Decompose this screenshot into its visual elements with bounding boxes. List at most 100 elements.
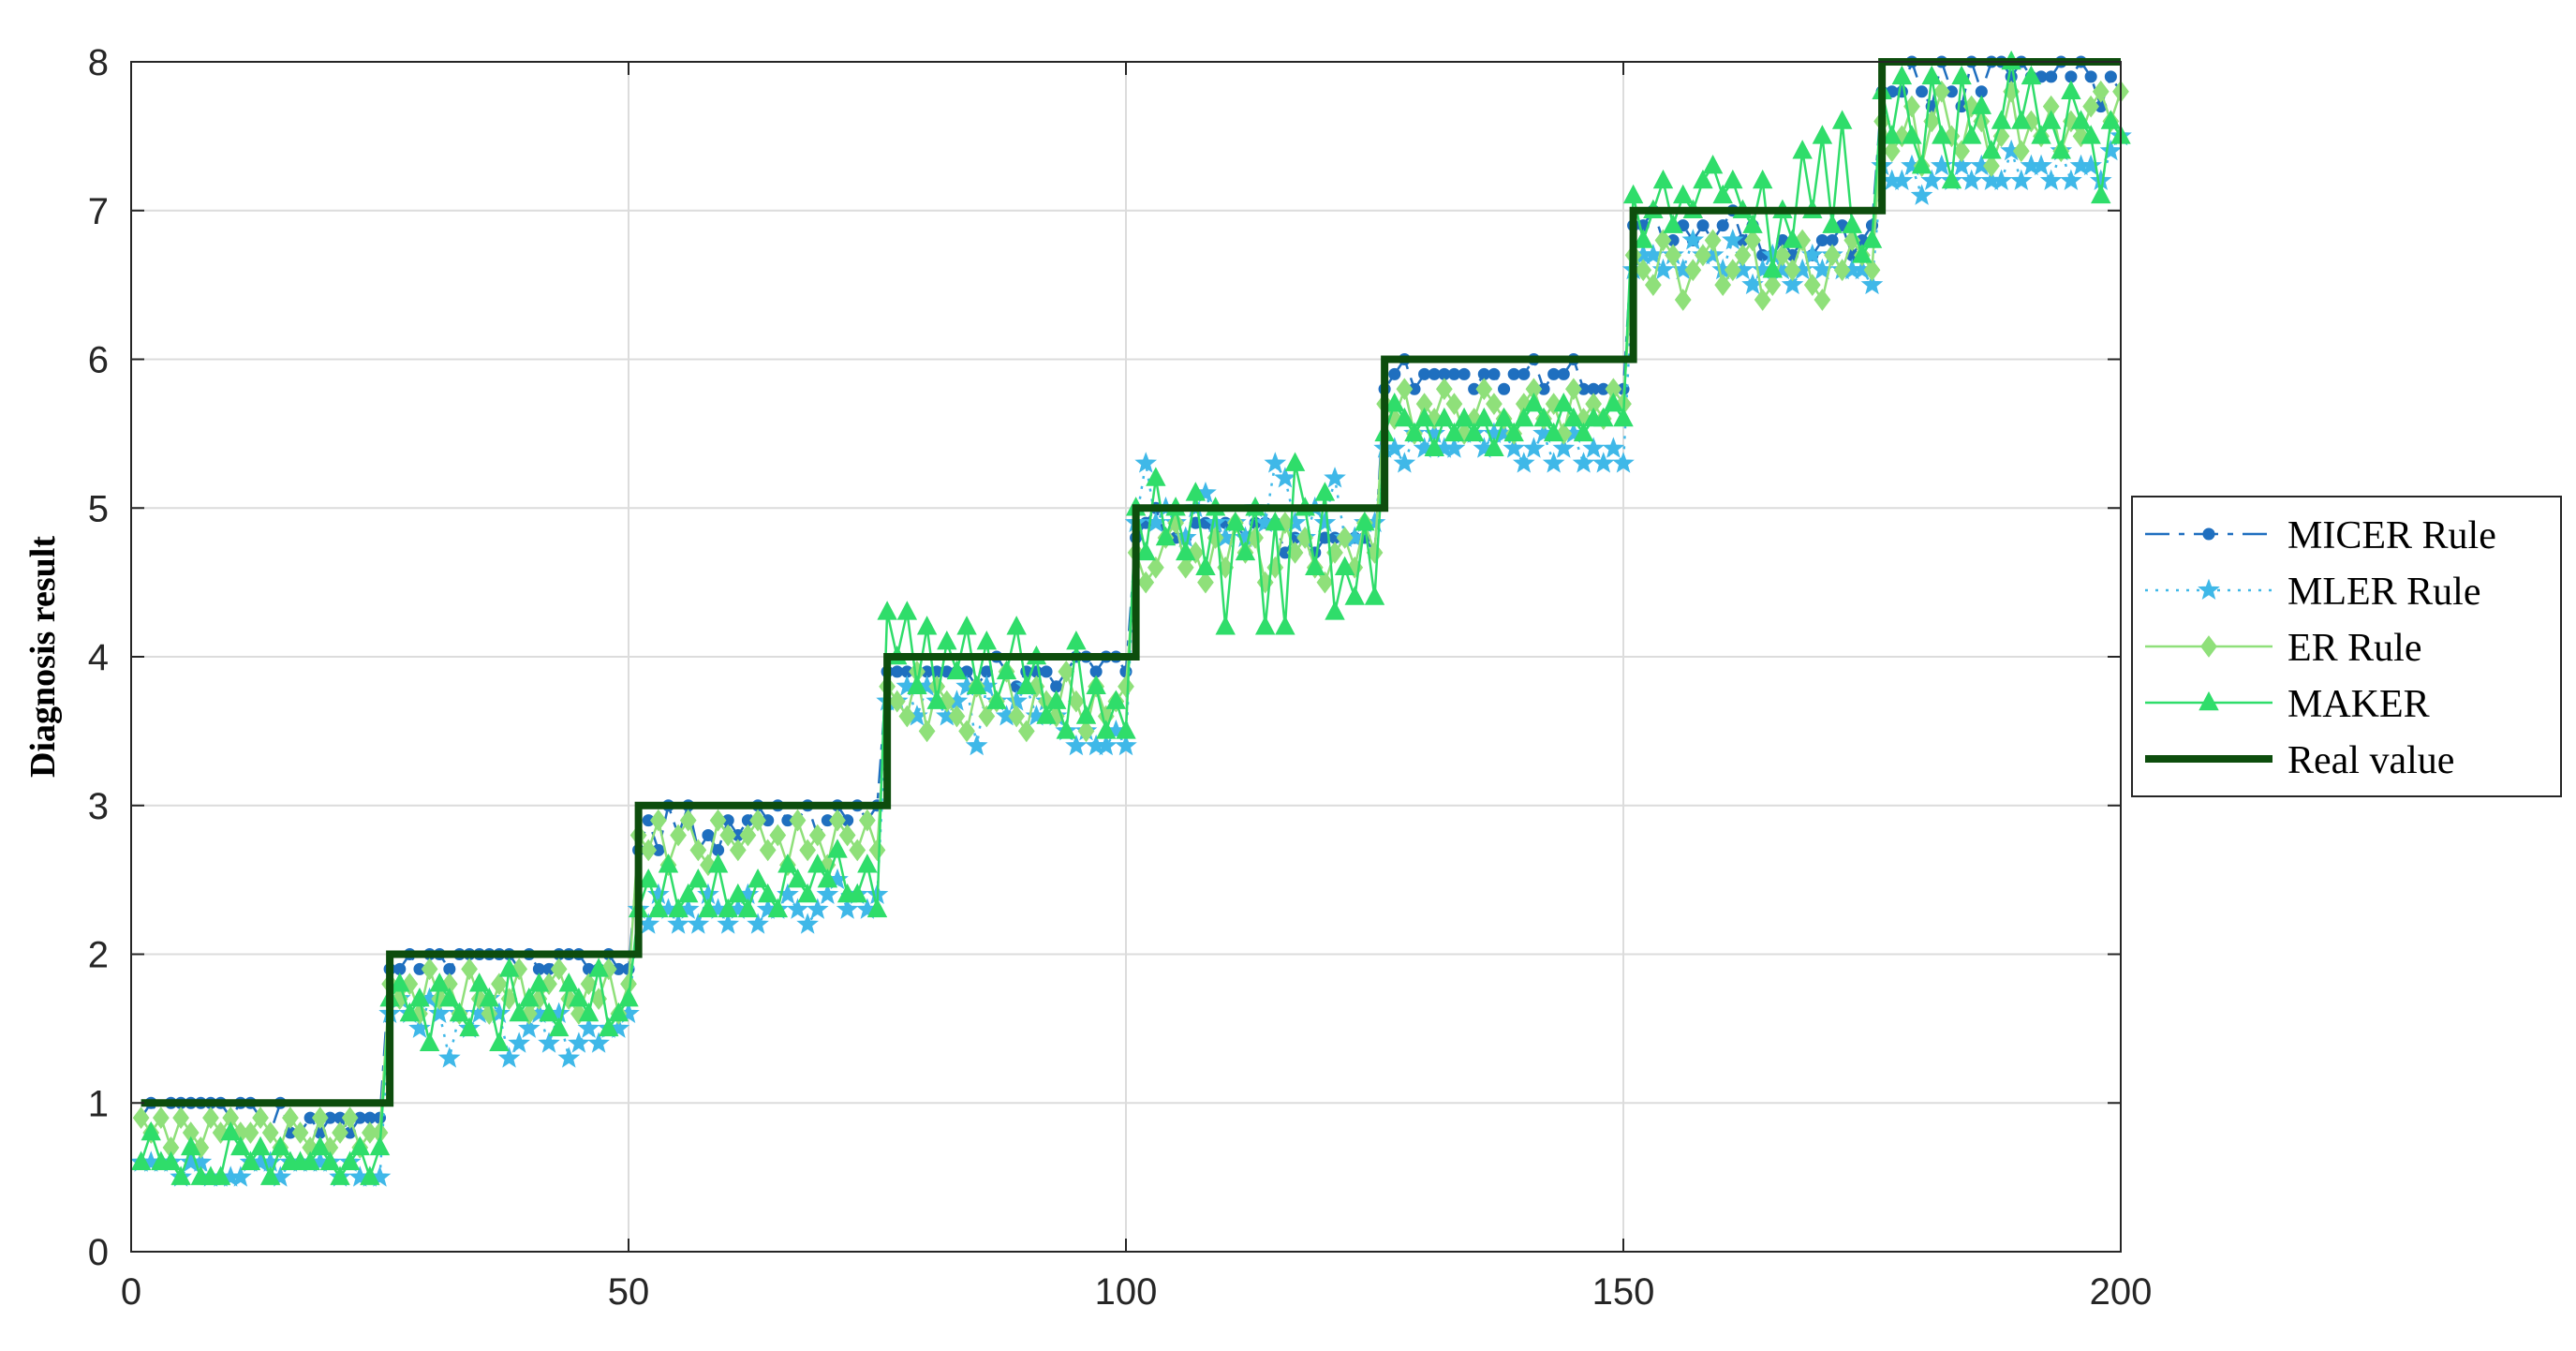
- data-point: [868, 839, 886, 862]
- legend: MICER Rule MLER Rule ER Rule MAKER Real valu…: [2131, 496, 2562, 797]
- data-point: [568, 1032, 590, 1053]
- data-point: [261, 1121, 279, 1144]
- data-point: [1724, 259, 1741, 282]
- data-point: [1593, 407, 1614, 427]
- legend-label: MLER Rule: [2287, 571, 2481, 614]
- legend-swatch-marker: [2202, 527, 2215, 541]
- data-point: [300, 1151, 320, 1170]
- data-point: [1517, 367, 1531, 380]
- data-point: [1543, 422, 1564, 442]
- data-point: [369, 1136, 391, 1156]
- data-point: [1961, 125, 1982, 144]
- data-point: [341, 1106, 359, 1129]
- data-point: [1096, 720, 1117, 739]
- data-point: [648, 898, 669, 918]
- data-point: [1116, 720, 1136, 739]
- data-point: [2011, 110, 2032, 129]
- data-point: [1254, 616, 1276, 635]
- y-tick-label: 2: [88, 935, 109, 976]
- data-point: [1484, 437, 1504, 456]
- data-point: [1582, 437, 1605, 458]
- data-point: [1652, 169, 1674, 189]
- data-point: [250, 1136, 271, 1156]
- data-point: [1814, 289, 1831, 311]
- data-point: [789, 809, 807, 832]
- data-point: [1404, 422, 1425, 442]
- data-point: [210, 1165, 231, 1185]
- data-point: [1644, 274, 1662, 296]
- data-point: [1355, 512, 1375, 531]
- data-point: [1792, 140, 1813, 159]
- data-point: [1722, 229, 1744, 250]
- data-point: [1115, 734, 1137, 756]
- data-point: [1215, 616, 1236, 635]
- data-point: [2082, 95, 2100, 118]
- data-point: [1137, 571, 1155, 594]
- data-point: [170, 1165, 191, 1185]
- data-point: [220, 1121, 241, 1141]
- data-point: [1762, 259, 1784, 278]
- data-point: [240, 1151, 261, 1170]
- data-point: [1498, 382, 1511, 395]
- tick-layer: 0 50 100 150 200 0 1 2 3 4 5 6 7 8: [88, 42, 2153, 1313]
- data-point: [729, 839, 747, 862]
- data-point: [1734, 244, 1752, 267]
- data-point: [777, 883, 799, 905]
- data-point: [508, 1032, 530, 1053]
- data-point: [1932, 80, 1950, 103]
- data-point: [787, 868, 808, 888]
- data-point: [1911, 155, 1932, 174]
- data-point: [1522, 437, 1546, 458]
- data-point: [1105, 690, 1127, 709]
- data-point: [836, 898, 859, 919]
- data-point: [1458, 367, 1471, 380]
- data-point: [1557, 367, 1570, 380]
- data-point: [1883, 140, 1901, 163]
- data-point: [1147, 556, 1164, 579]
- data-point: [1393, 452, 1416, 473]
- data-point: [1953, 140, 1970, 163]
- data-point: [1542, 452, 1565, 473]
- data-point: [319, 1151, 341, 1170]
- data-point: [1275, 616, 1295, 635]
- legend-label: MICER Rule: [2287, 514, 2496, 557]
- data-point: [1951, 65, 1972, 85]
- data-point: [2040, 110, 2062, 129]
- data-point: [1016, 675, 1037, 694]
- data-point: [1696, 219, 1710, 232]
- data-point: [1264, 452, 1287, 473]
- data-point: [491, 972, 508, 996]
- data-point: [1344, 586, 1365, 605]
- data-point: [1443, 437, 1466, 458]
- data-point: [1852, 244, 1873, 263]
- data-point: [926, 690, 947, 709]
- data-point: [1045, 690, 1067, 709]
- data-point: [739, 824, 757, 847]
- data-point: [816, 883, 839, 905]
- data-point: [877, 601, 897, 620]
- data-point: [937, 631, 957, 650]
- data-point: [461, 958, 478, 981]
- data-point: [1336, 527, 1354, 549]
- data-point: [807, 854, 828, 873]
- data-point: [618, 987, 639, 1007]
- data-point: [180, 1136, 201, 1156]
- data-point: [1334, 556, 1355, 575]
- data-point: [2092, 80, 2110, 103]
- data-point: [1991, 110, 2012, 129]
- data-point: [1056, 720, 1077, 739]
- data-point: [330, 1165, 350, 1185]
- data-point: [688, 868, 709, 888]
- data-point: [1654, 229, 1672, 252]
- data-point: [1434, 407, 1455, 427]
- data-point: [1716, 219, 1729, 232]
- data-point: [509, 1002, 529, 1022]
- data-point: [259, 1165, 281, 1185]
- data-point: [707, 854, 729, 873]
- data-point: [1565, 378, 1582, 401]
- data-point: [1910, 184, 1933, 205]
- data-point: [976, 631, 998, 650]
- data-point: [946, 660, 968, 680]
- data-point: [757, 883, 778, 903]
- data-point: [1454, 407, 1474, 427]
